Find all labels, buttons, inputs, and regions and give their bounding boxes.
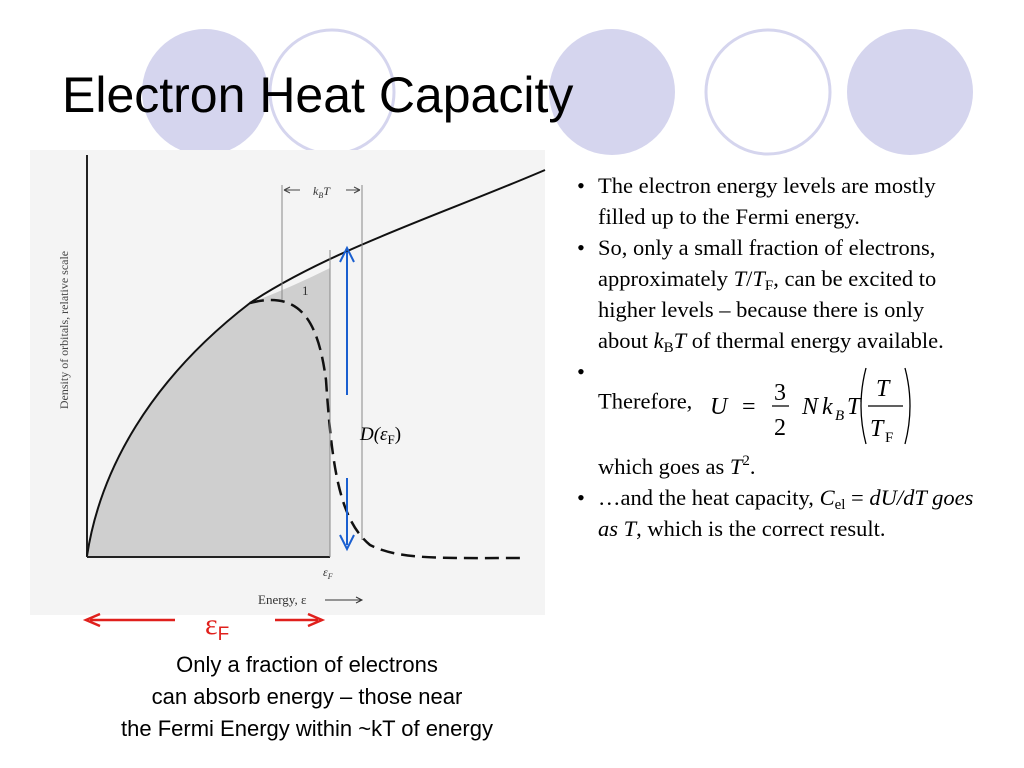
circle: [549, 29, 675, 155]
formula-part: k: [822, 394, 833, 420]
label-part: F: [388, 432, 395, 447]
width-arrow: [283, 186, 361, 194]
bullet-text: k: [653, 328, 664, 353]
formula-part: N: [801, 394, 820, 420]
dos-label: D(εF): [359, 424, 401, 447]
bullet-text: dU/dT goes as T: [598, 485, 974, 541]
title: Electron Heat Capacity: [62, 67, 574, 123]
formula-part: F: [885, 430, 893, 446]
bullet-text: which goes as: [598, 454, 730, 479]
bullet-text: So, only a small fraction of electrons, …: [598, 235, 936, 291]
label-part: D(ε: [359, 424, 388, 445]
bullet-text: , can be excited to higher levels – beca…: [598, 266, 937, 353]
paren: [904, 367, 911, 445]
formula-part: 2: [774, 415, 786, 441]
formula-part: T: [876, 376, 891, 402]
formula-part: 3: [774, 380, 786, 406]
label-part: B: [318, 191, 323, 200]
y-axis-label: Density of orbitals, relative scale: [57, 251, 71, 409]
formula-part: B: [835, 408, 844, 424]
formula-part: T: [847, 394, 862, 420]
label-part: F: [327, 572, 333, 581]
width-label: kBT: [313, 184, 331, 200]
blue-arrow: [339, 478, 355, 552]
bullet: …and the heat capacity, Cel = dU/dT goes…: [577, 482, 978, 544]
bullet-text: F: [764, 278, 774, 294]
decor-circles: [142, 28, 973, 156]
label-part: ε: [323, 565, 328, 579]
bullet-text: of thermal energy available.: [686, 328, 944, 353]
caption-line: the Fermi Energy within ~kT of energy: [121, 716, 493, 741]
caption-line: can absorb energy – those near: [152, 684, 463, 709]
region-label: 1: [302, 283, 309, 298]
formula-part: =: [742, 394, 756, 420]
bullet-text: B: [663, 340, 674, 356]
red-arrow: [275, 612, 326, 628]
blue-arrow: [339, 245, 355, 395]
bullet-text: /: [746, 266, 753, 291]
bullet-text: T: [673, 328, 687, 353]
circle: [142, 29, 268, 155]
bullet-text: T: [729, 454, 743, 479]
shaded-area: [250, 297, 330, 556]
label-part: F: [218, 624, 230, 645]
caption-line: Only a fraction of electrons: [176, 652, 438, 677]
fermi-tick: εF: [323, 565, 333, 581]
x-axis-label: Energy, ε: [258, 592, 307, 607]
bullet-text: , which is the correct result.: [636, 516, 886, 541]
bullet-text: The electron energy levels are mostly fi…: [598, 173, 936, 229]
bullet-text: Therefore,: [598, 388, 698, 414]
formula: U =32N k B TTT F: [710, 367, 911, 446]
caption: Only a fraction of electrons can absorb e…: [121, 652, 493, 741]
bullet-text: T: [733, 266, 747, 291]
bullet-text: …and the heat capacity,: [598, 485, 820, 510]
bullet: The electron energy levels are mostly fi…: [577, 170, 978, 232]
bullet-text: el: [834, 497, 846, 513]
bullet-text: .: [749, 454, 756, 479]
label-part: T: [323, 184, 331, 198]
fermi-marker: εF: [205, 608, 229, 645]
formula-part: T: [870, 416, 885, 442]
occupied-curve: [249, 298, 526, 560]
bullet-text: C: [819, 485, 835, 510]
bullet-text: T: [752, 266, 765, 291]
label-part: ): [395, 424, 401, 445]
circle: [847, 29, 973, 155]
axis-arrow: [325, 596, 364, 604]
formula-part: U: [710, 394, 729, 420]
label-part: ε: [205, 608, 218, 641]
bullet-text: 2: [742, 453, 750, 469]
circle: [704, 28, 832, 156]
label-part: k: [313, 184, 319, 198]
paren: [860, 367, 867, 445]
bullet: So, only a small fraction of electrons, …: [577, 232, 978, 356]
figure: kBT 1 D(εF) εF Energy, ε Density of orbi…: [30, 150, 546, 741]
bullet-list: The electron energy levels are mostly fi…: [575, 170, 978, 544]
bullet-text: =: [845, 485, 870, 510]
red-arrow: [82, 612, 175, 628]
